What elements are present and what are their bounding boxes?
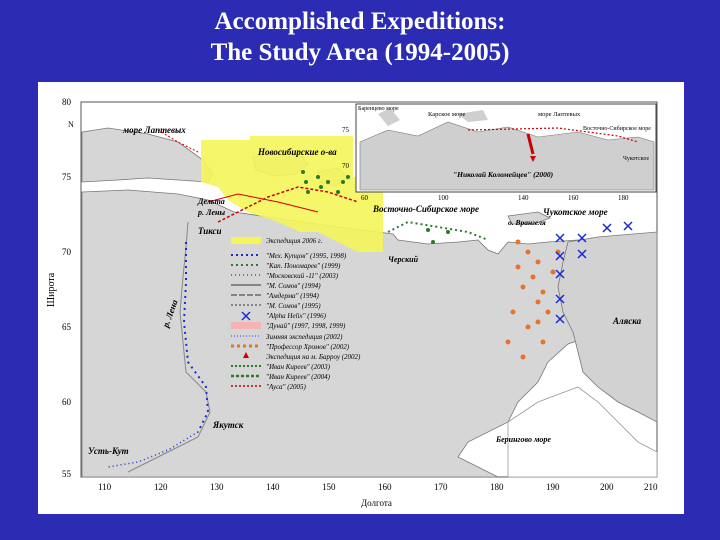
place-delta: Дельта <box>197 197 225 206</box>
inset-label-laptev: море Лаптевых <box>538 111 581 118</box>
xtick: 140 <box>266 482 280 492</box>
xtick: 190 <box>546 482 560 492</box>
legend-item-3: "Московский -11" (2003) <box>266 272 339 280</box>
inset-label-kara: Карское море <box>428 111 466 118</box>
ytick: 60 <box>62 397 72 407</box>
inset-ytick-0: 75 <box>342 126 350 134</box>
inset-ytick-1: 70 <box>342 162 350 170</box>
legend-item-14: "Ауса" (2005) <box>266 383 307 391</box>
legend-item-2: "Кап. Пономарев" (1999) <box>266 262 341 270</box>
place-bering: Берингово море <box>495 435 551 444</box>
place-ust-kut: Усть-Кут <box>88 446 129 456</box>
x-axis-ticks: 110 120 130 140 150 160 170 180 190 200 … <box>98 482 658 492</box>
place-tiksi: Тикси <box>198 226 222 236</box>
legend-item-5: "Амдерма" (1994) <box>266 292 320 300</box>
legend: Экспедиция 2006 г. "Мех. Купцов" (1995, … <box>231 237 361 391</box>
expedition-tracks <box>107 129 633 468</box>
legend-item-8: "Дунай" (1997, 1998, 1999) <box>266 322 346 330</box>
inset-map: Баренцево море Карское море море Лаптевы… <box>342 103 657 202</box>
north-label: N <box>68 120 74 129</box>
xtick: 120 <box>154 482 168 492</box>
place-wrangel: о. Врангеля <box>508 218 546 227</box>
place-alaska: Аляска <box>612 316 642 326</box>
xtick: 110 <box>98 482 112 492</box>
place-east-siberian: Восточно-Сибирское море <box>372 204 479 214</box>
xtick: 200 <box>600 482 614 492</box>
inset-label-chukchi: Чукотское <box>623 156 649 162</box>
legend-item-11: Экспедиция на м. Барроу (2002) <box>266 353 361 361</box>
xtick: 150 <box>322 482 336 492</box>
slide-title-line1: Accomplished Expeditions: <box>214 8 506 35</box>
slide-title-line2: The Study Area (1994-2005) <box>210 39 510 66</box>
legend-item-13: "Иван Киреев" (2004) <box>266 373 331 381</box>
inset-xtick-0: 60 <box>361 194 369 202</box>
inset-label-barents: Баренцево море <box>358 106 399 112</box>
place-laptev: море Лаптевых <box>122 125 186 135</box>
legend-item-1: "Мех. Купцов" (1995, 1998) <box>266 252 347 260</box>
xtick: 160 <box>378 482 392 492</box>
xtick: 170 <box>434 482 448 492</box>
expedition-2006-area <box>201 136 383 252</box>
y-axis-label: Широта <box>46 272 57 307</box>
inset-xtick-1: 100 <box>438 194 449 202</box>
study-area-map: Баренцево море Карское море море Лаптевы… <box>38 82 684 514</box>
xtick: 180 <box>490 482 504 492</box>
legend-item-4: "М. Сомов" (1994) <box>266 282 321 290</box>
x-axis-label: Долгота <box>361 498 392 508</box>
place-delta-lena: р. Лены <box>197 208 225 217</box>
y-axis-ticks: 80 75 70 65 60 55 <box>62 97 72 479</box>
xtick: 210 <box>644 482 658 492</box>
place-chukchi: Чукотское море <box>543 207 608 217</box>
legend-item-12: "Иван Киреев" (2003) <box>266 363 331 371</box>
ytick: 70 <box>62 247 72 257</box>
legend-item-9: Зимняя экспедиция (2002) <box>266 333 343 341</box>
legend-item-6: "М. Сомов" (1995) <box>266 302 321 310</box>
inset-xtick-3: 160 <box>568 194 579 202</box>
inset-ship-label: "Николай Коломейцев" (2000) <box>453 170 554 179</box>
legend-item-0: Экспедиция 2006 г. <box>266 237 323 245</box>
place-yakutsk: Якутск <box>212 420 244 430</box>
legend-item-7: "Alpha Helix" (1996) <box>266 312 327 320</box>
inset-xtick-2: 140 <box>518 194 529 202</box>
inset-label-east-siberian: Восточно-Сибирское море <box>583 125 651 132</box>
inset-xtick-4: 180 <box>618 194 629 202</box>
xtick: 130 <box>210 482 224 492</box>
place-novosib: Новосибирские о-ва <box>257 147 337 157</box>
legend-item-10: "Профессор Хромов" (2002) <box>266 343 350 351</box>
ytick: 55 <box>62 469 72 479</box>
ytick: 65 <box>62 322 72 332</box>
ytick: 75 <box>62 172 72 182</box>
ytick: 80 <box>62 97 72 107</box>
place-cherskiy: Черский <box>388 255 419 264</box>
